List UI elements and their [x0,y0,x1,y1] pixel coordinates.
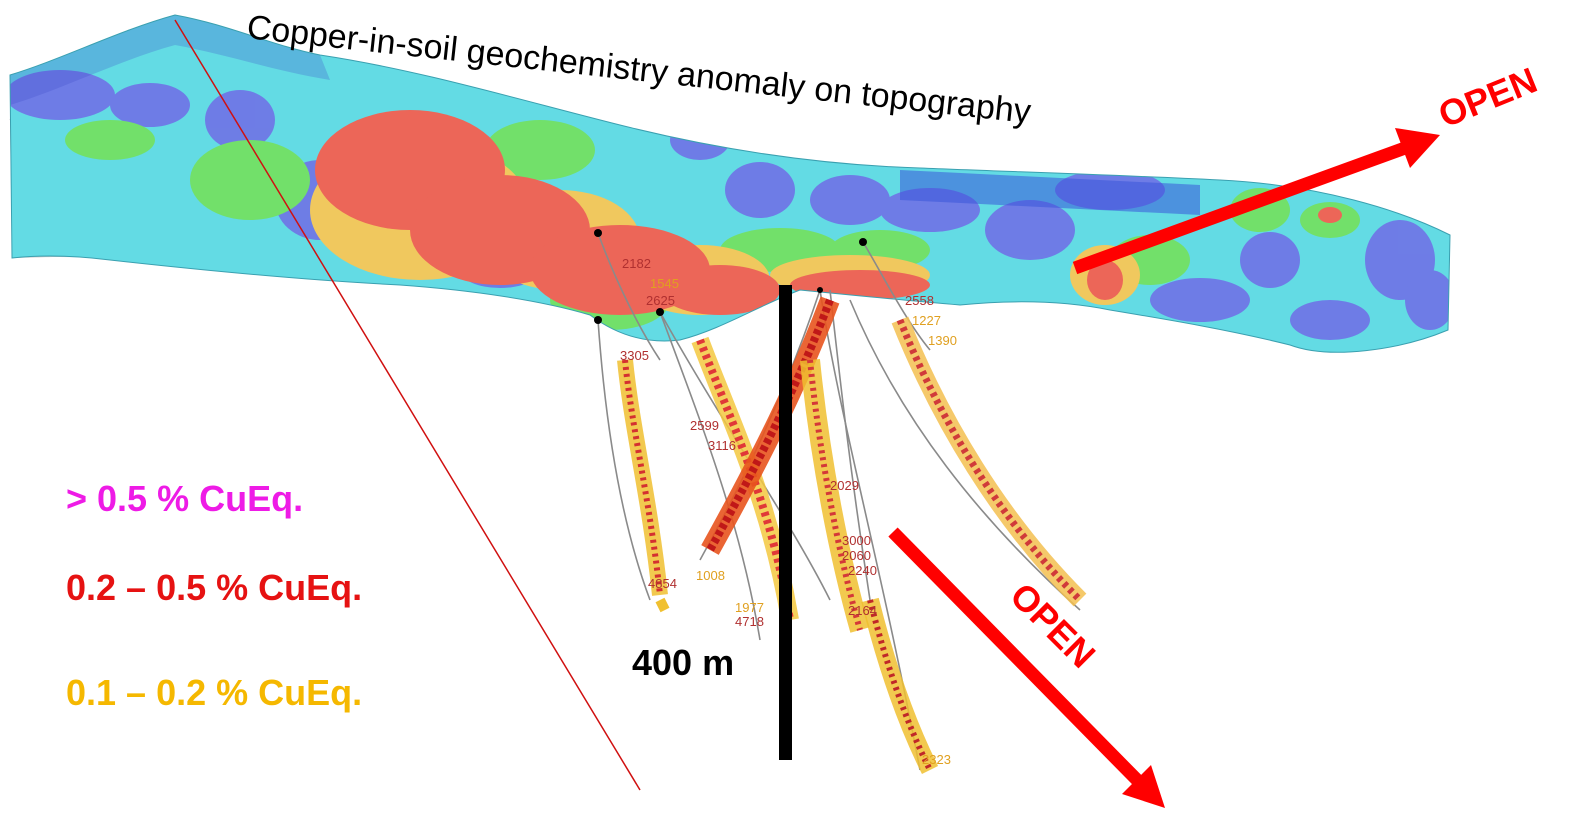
hole-label: 2060 [842,548,871,563]
hole-label: 1545 [650,276,679,291]
hole-label: 1227 [912,313,941,328]
legend-item-low-grade: 0.1 – 0.2 % CuEq. [66,672,363,713]
hole-label: 2240 [848,563,877,578]
hole-label: 2164 [848,603,877,618]
hole-label: 1977 [735,600,764,615]
assay-intervals [617,296,1087,775]
drillhole-labels: 2182 1545 2625 2558 1227 1390 3305 2599 … [620,256,957,767]
legend-item-high-grade: > 0.5 % CuEq. [66,478,304,519]
hole-label: 1390 [928,333,957,348]
hole-label: 2625 [646,293,675,308]
open-arrow-upper [1072,128,1440,275]
hole-label: 3000 [842,533,871,548]
legend-item-mid-grade: 0.2 – 0.5 % CuEq. [66,567,363,608]
open-label-upper: OPEN [1433,59,1543,135]
scale-bar [779,285,792,760]
hole-label: 2029 [830,478,859,493]
hole-label: 4718 [735,614,764,629]
section-line [174,19,641,791]
drill-collars [594,229,867,324]
open-arrow-lower [888,527,1165,808]
hole-label: 2599 [690,418,719,433]
topography-outline [9,14,1451,353]
hole-label: 3305 [620,348,649,363]
topography-surface [10,15,1450,353]
hole-label: 2323 [922,752,951,767]
hole-label: 2558 [905,293,934,308]
hole-label: 3116 [708,438,736,453]
hole-label: 2182 [622,256,651,271]
hole-label: 1008 [696,568,725,583]
hole-label: 4854 [648,576,677,591]
scale-bar-label: 400 m [632,642,735,683]
